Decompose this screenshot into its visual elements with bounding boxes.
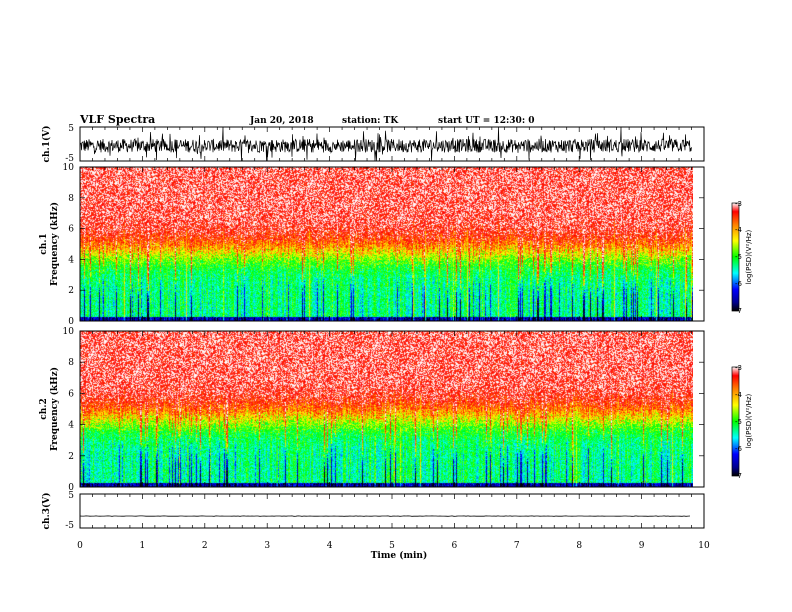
ch3-waveform-frame: [79, 493, 705, 529]
ch1-colorbar-tick: -4: [735, 226, 743, 234]
time-tick-label: 8: [576, 541, 582, 551]
ch1-colorbar-tick: -3: [735, 200, 742, 208]
frequency-tick-label: 0: [68, 483, 74, 493]
ch3-waveform-ylabel: ch.3(V): [41, 493, 52, 530]
ch2-colorbar-tick: -3: [735, 364, 742, 372]
ch1-ytick-bottom: -5: [65, 154, 74, 164]
ch1-ytick-top: 5: [68, 124, 74, 134]
ch1-colorbar-tick: -5: [735, 253, 742, 261]
frequency-tick-label: 6: [68, 225, 74, 235]
ch2-spectrogram-image: [80, 331, 693, 487]
frequency-tick-label: 6: [68, 389, 74, 399]
ch1-colorbar: [731, 202, 740, 312]
ch1-spectrogram-frequency-label: Frequency (kHz): [49, 202, 60, 286]
ch1-spectrogram-image: [80, 167, 693, 321]
ch2-spectrogram-frequency-label: Frequency (kHz): [49, 367, 60, 451]
time-axis-ticks: 0 1 2 3 4 5 6 7 8 9 10: [77, 127, 710, 551]
ch1-colorbar-tick: -7: [735, 307, 742, 315]
ch2-colorbar-tick: -7: [735, 472, 742, 480]
frequency-tick-label: 4: [68, 421, 74, 431]
ch1-waveform-frame: [79, 126, 705, 162]
ch2-colorbar-label: log(PSD)(V²/Hz): [745, 393, 753, 448]
time-tick-label: 2: [202, 541, 208, 551]
frequency-tick-label: 8: [68, 194, 74, 204]
frequency-tick-label: 10: [63, 163, 75, 173]
ch2-colorbar-tick: -6: [735, 445, 743, 453]
ch2-frequency-ticks: 0 2 4 6 8 10: [63, 327, 704, 493]
frequency-tick-label: 2: [68, 286, 74, 296]
ch3-waveform-panel: 5 -5 ch.3(V): [41, 491, 705, 531]
time-tick-label: 1: [140, 541, 146, 551]
ch1-waveform-ylabel: ch.1(V): [41, 126, 52, 163]
ch3-ytick-bottom: -5: [65, 521, 74, 531]
start-time-label: start UT = 12:30: 0: [438, 116, 535, 126]
ch2-colorbar-tick: -4: [735, 391, 743, 399]
frequency-tick-label: 10: [63, 327, 75, 337]
time-tick-label: 0: [77, 541, 83, 551]
ch2-spectrogram-panel: 0 2 4 6 8 10 ch.2 Frequency (kHz) -3 -4 -5 -6…: [39, 327, 753, 493]
ch2-colorbar-tick: -5: [735, 418, 742, 426]
time-tick-label: 5: [389, 541, 395, 551]
ch3-ytick-top: 5: [68, 491, 74, 501]
time-tick-label: 3: [264, 541, 270, 551]
time-tick-label: 9: [639, 541, 645, 551]
ch1-colorbar-ticks: -3 -4 -5 -6 -7: [735, 200, 743, 315]
ch1-spectrogram-panel: 0 2 4 6 8 10 ch.1 Frequency (kHz) -3 -4 -5 -6…: [39, 163, 753, 327]
ch1-colorbar-label: log(PSD)(V²/Hz): [745, 229, 753, 284]
time-tick-label: 6: [452, 541, 458, 551]
time-tick-label: 4: [327, 541, 333, 551]
ch2-colorbar: [731, 366, 740, 477]
frequency-tick-label: 4: [68, 255, 74, 265]
ch1-waveform-line: [79, 126, 692, 162]
ch1-spectrogram-channel-label: ch.1: [39, 233, 49, 254]
time-tick-label: 10: [698, 541, 710, 551]
figure-title: VLF Spectra: [79, 113, 155, 126]
ch1-waveform-panel: 5 -5 ch.1(V): [41, 124, 705, 164]
time-axis-label: Time (min): [371, 550, 428, 561]
date-label: Jan 20, 2018: [249, 116, 314, 126]
ch2-colorbar-ticks: -3 -4 -5 -6 -7: [735, 364, 743, 480]
figure-header: VLF Spectra Jan 20, 2018 station: TK sta…: [79, 113, 535, 126]
frequency-tick-label: 0: [68, 317, 74, 327]
ch1-frequency-ticks: 0 2 4 6 8 10: [63, 163, 704, 327]
ch1-colorbar-tick: -6: [735, 280, 743, 288]
time-tick-label: 7: [514, 541, 520, 551]
frequency-tick-label: 8: [68, 358, 74, 368]
frequency-tick-label: 2: [68, 452, 74, 462]
station-label: station: TK: [342, 116, 399, 126]
ch2-spectrogram-channel-label: ch.2: [39, 398, 49, 419]
